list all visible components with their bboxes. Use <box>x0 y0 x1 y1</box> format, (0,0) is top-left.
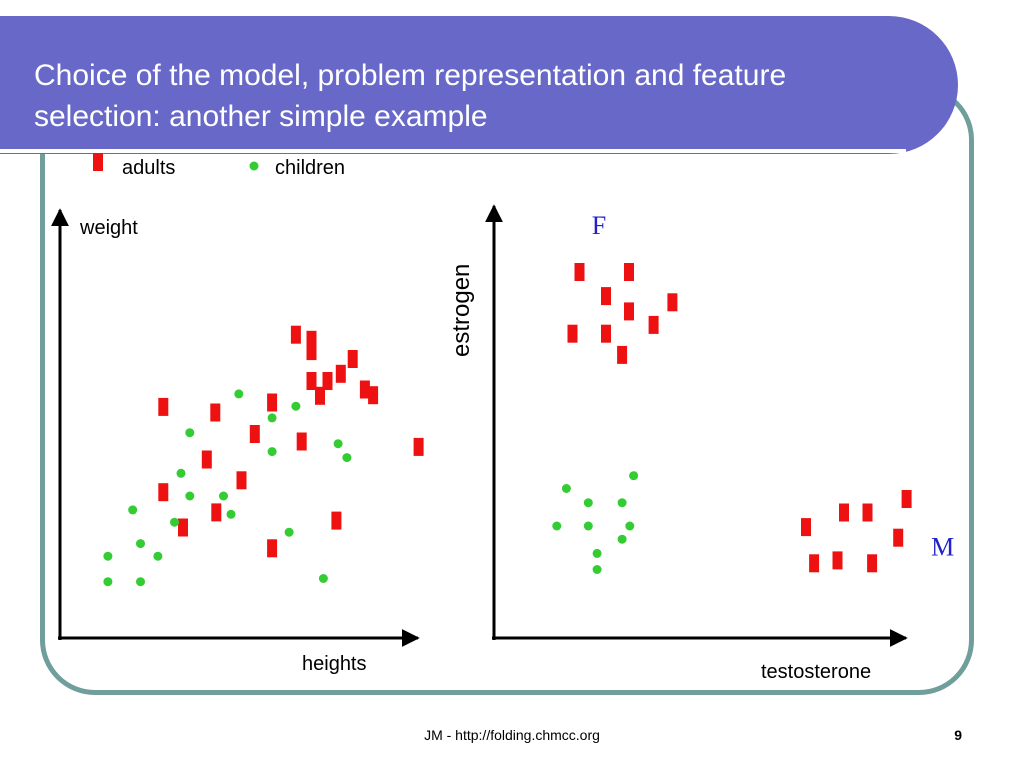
child-point <box>617 534 627 544</box>
child-point <box>136 577 145 587</box>
adult-point <box>322 372 333 390</box>
adult-point <box>601 324 611 343</box>
title-underline <box>0 149 906 153</box>
adult-point <box>574 263 585 281</box>
right-plot: estrogen testosterone FM <box>448 204 954 683</box>
legend-adults-label: adults <box>122 157 175 179</box>
adult-point <box>267 539 278 558</box>
adult-point <box>601 287 611 306</box>
slide-title: Choice of the model, problem representat… <box>34 59 787 133</box>
adult-point <box>617 345 628 364</box>
child-point <box>592 565 602 574</box>
adult-point <box>867 554 878 573</box>
child-point <box>625 521 635 531</box>
adult-point <box>901 490 912 508</box>
child-point <box>176 468 186 478</box>
adult-point <box>315 386 325 405</box>
adult-point <box>210 403 221 422</box>
right-plot-marks: FM <box>552 211 954 574</box>
child-point <box>291 401 301 411</box>
child-point <box>592 548 602 558</box>
child-point <box>219 491 228 501</box>
child-point <box>552 521 562 531</box>
adult-point <box>211 503 222 522</box>
legend-adults-marker <box>93 153 103 171</box>
adult-point <box>624 302 634 321</box>
legend-children-marker <box>249 161 259 171</box>
adult-point <box>290 325 301 344</box>
left-plot-marks <box>103 325 424 587</box>
child-point <box>170 517 179 527</box>
adult-point <box>158 397 169 416</box>
adult-point <box>801 518 811 537</box>
child-point <box>583 521 593 531</box>
child-point <box>284 527 294 537</box>
adult-point <box>368 386 379 405</box>
adult-point <box>236 471 247 490</box>
child-point <box>629 471 639 481</box>
page-number: 9 <box>954 727 962 743</box>
cluster-label-f: F <box>592 211 606 240</box>
adult-point <box>862 503 873 522</box>
child-point <box>267 447 277 457</box>
footer-text: JM - http://folding.chmcc.org <box>424 727 600 743</box>
child-point <box>103 577 113 587</box>
adult-point <box>249 425 260 443</box>
adult-point <box>567 324 578 343</box>
cluster-label-m: M <box>931 533 954 562</box>
legend-children-label: children <box>275 157 345 179</box>
child-point <box>153 551 163 561</box>
adult-point <box>648 315 659 334</box>
adult-point <box>335 364 346 383</box>
adult-point <box>893 528 904 547</box>
right-plot-y-label: estrogen <box>448 264 475 357</box>
right-plot-x-label: testosterone <box>761 661 871 683</box>
adult-point <box>306 342 317 361</box>
child-point <box>185 428 195 438</box>
child-point <box>318 574 328 583</box>
adult-point <box>667 293 678 312</box>
child-point <box>333 439 343 449</box>
adult-point <box>624 263 634 281</box>
adult-point <box>306 372 317 390</box>
adult-point <box>201 450 212 469</box>
content-frame <box>40 85 974 695</box>
child-point <box>128 505 138 515</box>
adult-point <box>296 432 307 451</box>
legend: adults children <box>93 153 345 179</box>
child-point <box>561 484 571 493</box>
adult-point <box>359 380 370 399</box>
title-band: Choice of the model, problem representat… <box>0 16 958 154</box>
adult-point <box>158 483 169 502</box>
adult-point <box>331 511 342 530</box>
adult-point <box>306 330 317 349</box>
adult-point <box>832 551 843 570</box>
left-plot: weight heights <box>51 208 424 675</box>
adult-point <box>267 393 278 412</box>
adult-point <box>839 503 849 522</box>
adult-point <box>413 437 424 456</box>
child-point <box>342 453 352 463</box>
adult-point <box>347 350 358 368</box>
child-point <box>583 498 593 508</box>
child-point <box>103 551 113 561</box>
child-point <box>136 539 145 549</box>
adult-point <box>809 554 820 573</box>
adult-point <box>178 518 188 537</box>
left-plot-y-label: weight <box>79 217 138 239</box>
left-plot-x-label: heights <box>302 653 367 675</box>
child-point <box>267 413 277 423</box>
child-point <box>185 491 195 501</box>
child-point <box>226 509 236 519</box>
child-point <box>617 498 627 508</box>
child-point <box>234 389 244 399</box>
